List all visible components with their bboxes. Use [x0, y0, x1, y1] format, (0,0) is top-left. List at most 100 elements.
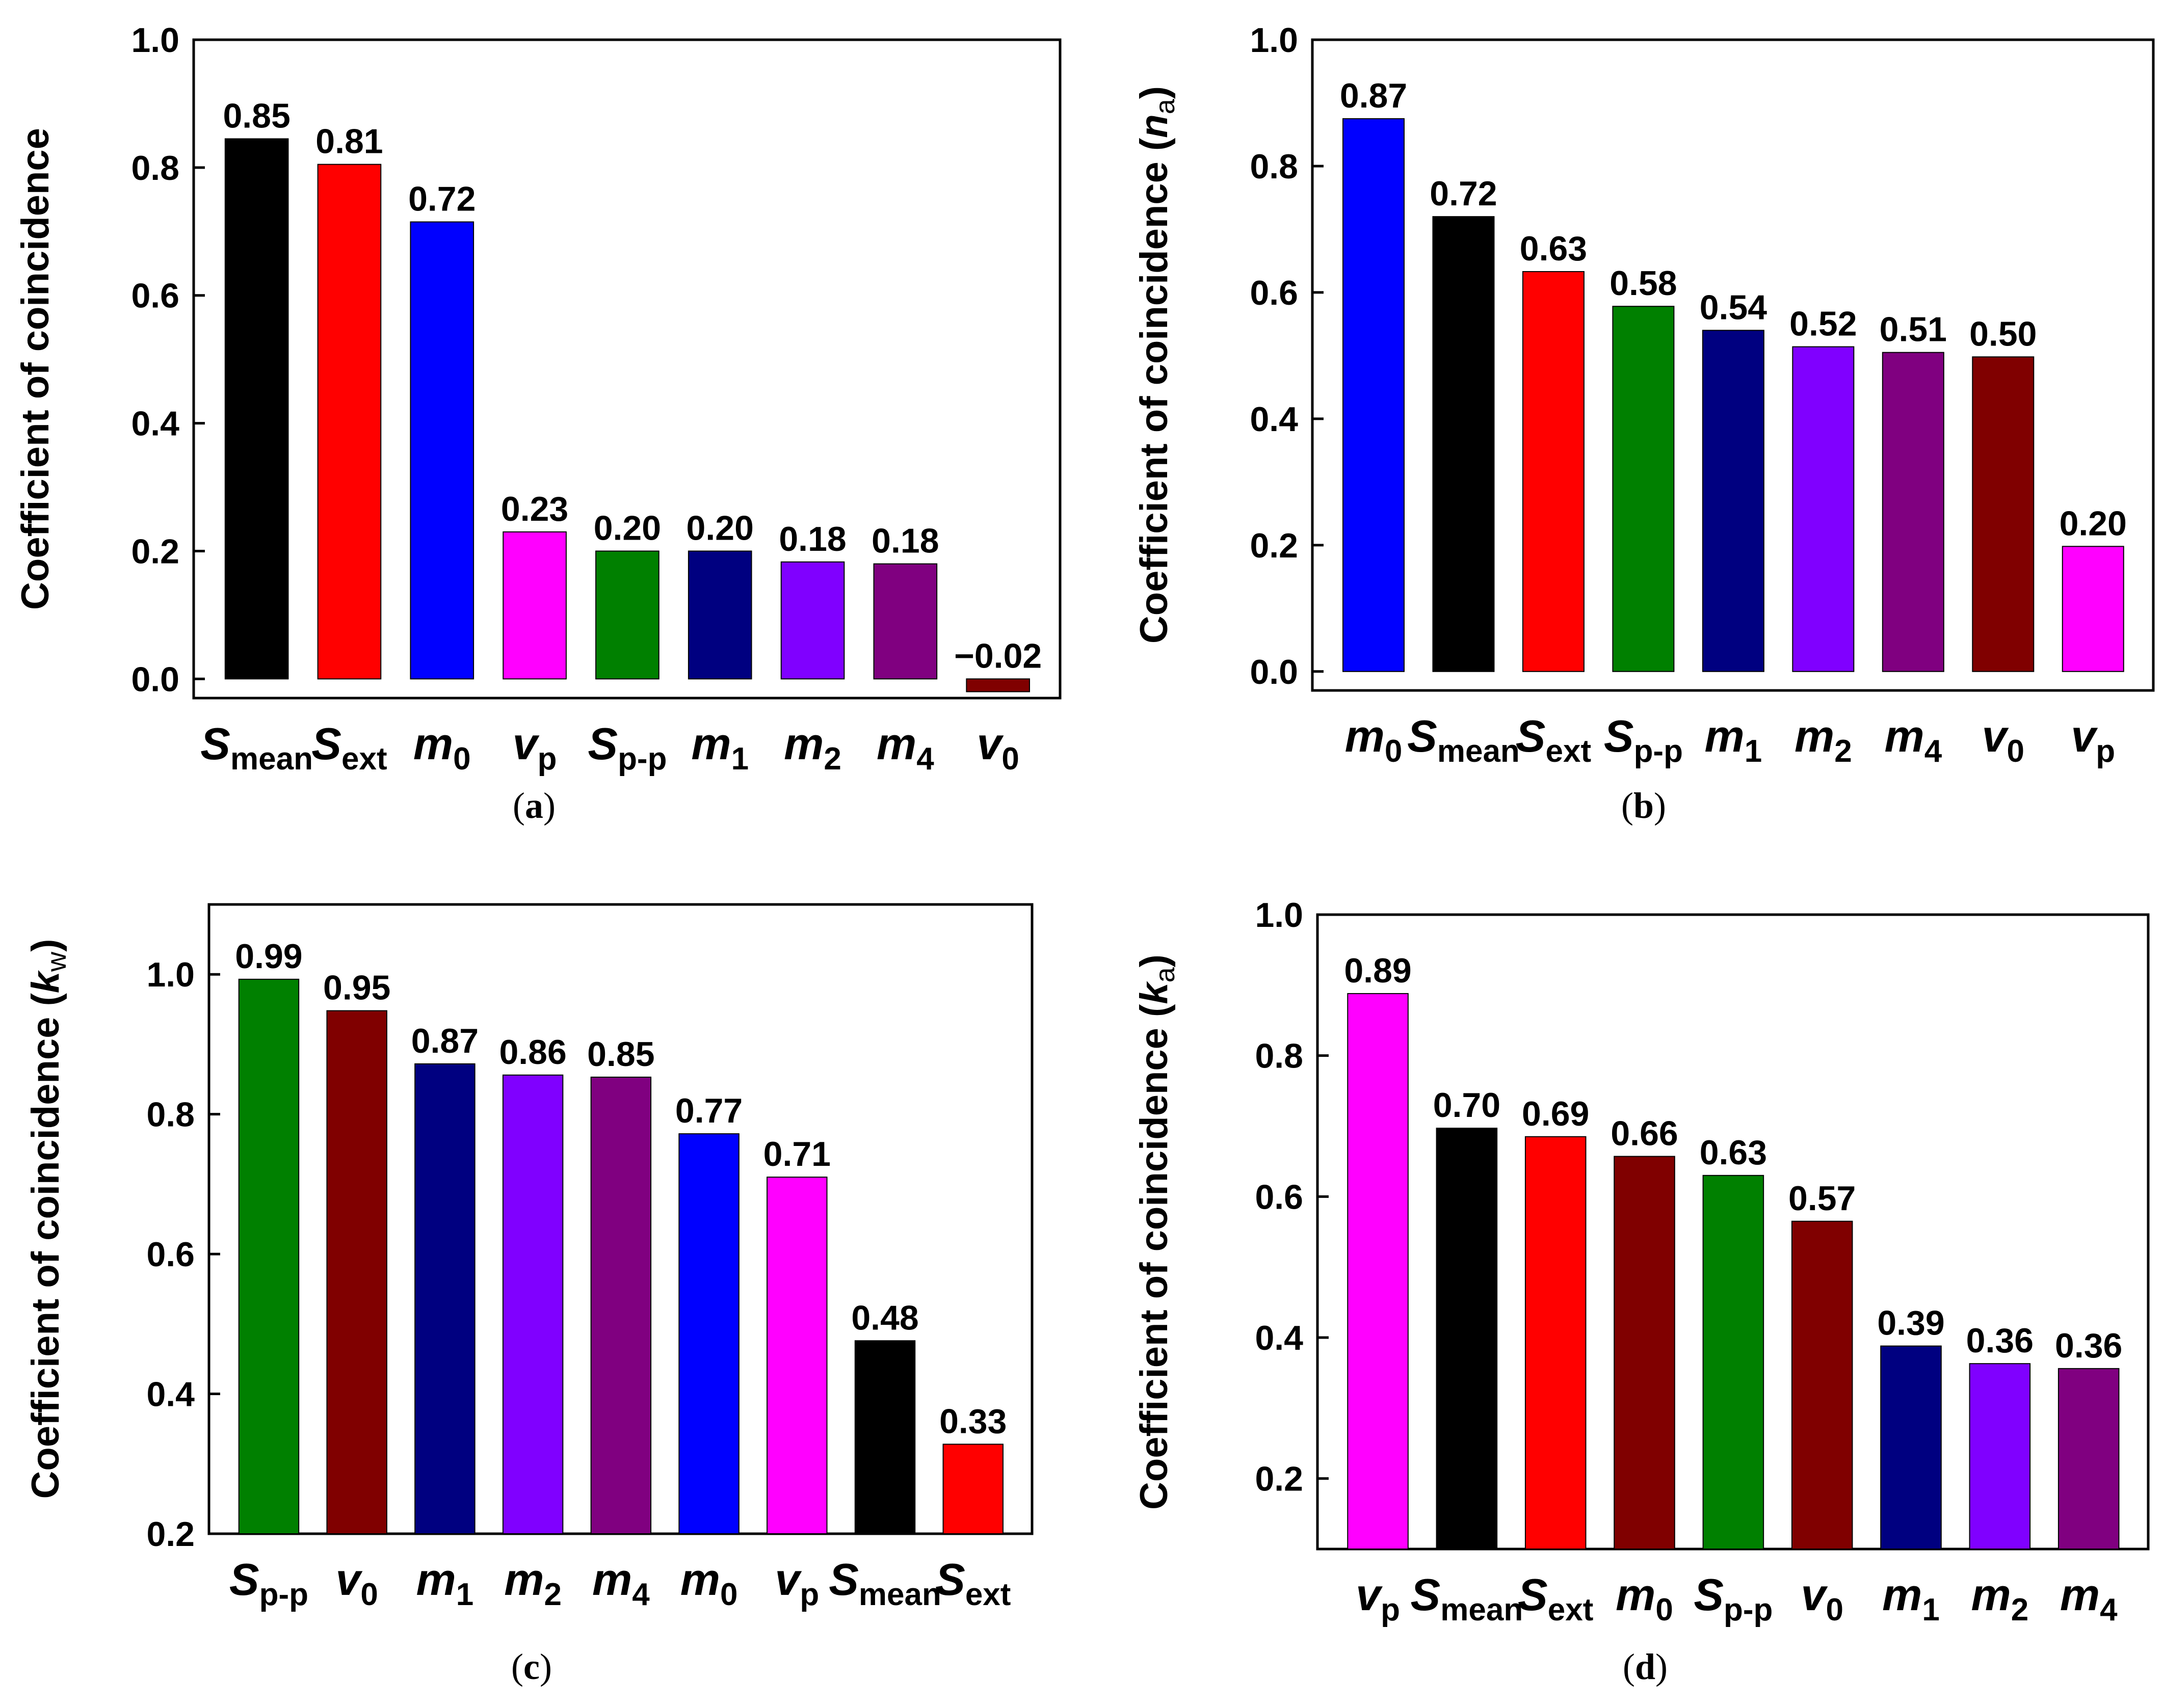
- data-label: 0.36: [1966, 1321, 2034, 1360]
- bar-m-0: [678, 1133, 740, 1534]
- bar-S-ext: [317, 164, 382, 680]
- data-label: 0.39: [1877, 1304, 1944, 1343]
- bar-m-1: [1880, 1345, 1942, 1550]
- x-tick-label: Sext: [1516, 711, 1591, 769]
- bar-v-p: [1347, 993, 1409, 1550]
- data-label: 0.20: [594, 509, 661, 547]
- x-tick-label: v0: [977, 718, 1019, 777]
- bar-S-mean: [1432, 216, 1495, 672]
- bar-m-2: [1969, 1363, 2031, 1550]
- data-label: 0.71: [763, 1135, 831, 1173]
- bar-v-p: [767, 1177, 828, 1535]
- x-tick-label: m1: [416, 1554, 474, 1612]
- x-tick-label: vp: [513, 718, 557, 777]
- y-axis-title: Coefficient of coincidence (ka): [1132, 954, 1180, 1510]
- data-label: 0.20: [2060, 504, 2127, 543]
- bar-S-mean: [854, 1340, 916, 1534]
- y-tick-label: 0.2: [131, 532, 179, 571]
- y-tick-label: 0.0: [131, 660, 179, 699]
- data-label: 0.52: [1789, 305, 1857, 343]
- data-label: 0.23: [501, 490, 568, 528]
- x-tick-label: Smean: [1411, 1569, 1523, 1627]
- data-label: 0.54: [1700, 288, 1767, 327]
- y-tick-label: 0.8: [1255, 1037, 1303, 1076]
- bar-m-0: [1342, 118, 1405, 672]
- x-tick-label: m2: [504, 1554, 562, 1612]
- x-tick-label: vp: [775, 1554, 819, 1612]
- y-tick-label: 0.6: [1250, 274, 1298, 312]
- x-tick-label: vp: [1356, 1569, 1400, 1627]
- x-tick-label: m0: [1345, 711, 1403, 769]
- data-label: 0.63: [1700, 1133, 1767, 1172]
- x-tick-label: m0: [680, 1554, 738, 1612]
- y-tick-label: 1.0: [1255, 896, 1303, 935]
- panel-caption: (a): [513, 785, 556, 826]
- bar-m-0: [410, 221, 474, 680]
- x-tick-label: Sp-p: [588, 718, 667, 777]
- y-axis-title: Coefficient of coincidence: [14, 128, 57, 610]
- y-tick-label: 0.8: [146, 1096, 195, 1134]
- y-tick-label: 0.4: [131, 405, 179, 443]
- x-tick-label: Smean: [1407, 711, 1520, 769]
- bar-v-0: [966, 678, 1031, 692]
- data-label: 0.20: [687, 509, 754, 547]
- data-label: 0.86: [499, 1033, 566, 1072]
- y-tick-label: 0.6: [1255, 1178, 1303, 1216]
- x-tick-label: v0: [1982, 711, 2024, 769]
- bar-S-p-p: [1612, 306, 1675, 672]
- y-tick-label: 1.0: [131, 21, 179, 60]
- bar-S-p-p: [238, 978, 300, 1534]
- y-axis-title: Coefficient of coincidence (kw): [24, 939, 72, 1499]
- y-tick-label: 0.4: [1255, 1319, 1303, 1357]
- y-tick-label: 0.4: [1250, 400, 1298, 439]
- data-label: 0.81: [315, 122, 383, 161]
- data-label: 0.85: [223, 96, 290, 135]
- chart-panel-a: 0.0 0.2 0.4 0.6 0.8 1.0 Coefficient of coincid…: [14, 21, 1062, 826]
- bar-m-2: [1792, 346, 1855, 672]
- data-label: 0.89: [1344, 951, 1411, 990]
- bar-S-p-p: [595, 550, 659, 680]
- x-tick-label: Sext: [935, 1554, 1011, 1612]
- data-label: 0.36: [2055, 1326, 2122, 1365]
- x-tick-label: vp: [2071, 711, 2115, 769]
- y-tick-label: 0.4: [146, 1375, 195, 1414]
- panel-caption: (b): [1621, 785, 1666, 826]
- x-tick-label: m4: [592, 1554, 650, 1612]
- bar-m-0: [1614, 1156, 1675, 1550]
- bar-S-mean: [1436, 1128, 1498, 1550]
- y-tick-label: 0.8: [131, 149, 179, 188]
- bar-S-ext: [942, 1444, 1004, 1534]
- data-label: 0.63: [1520, 229, 1587, 268]
- y-tick-label: 0.0: [1250, 653, 1298, 691]
- x-tick-label: m4: [877, 718, 934, 777]
- y-tick-label: 0.6: [146, 1235, 195, 1274]
- bar-m-2: [780, 561, 845, 680]
- data-label: 0.69: [1522, 1095, 1589, 1133]
- x-tick-label: m2: [1794, 711, 1852, 769]
- panel-caption: (d): [1623, 1646, 1668, 1687]
- x-tick-label: m1: [1882, 1569, 1940, 1627]
- data-label: 0.18: [872, 522, 939, 561]
- y-tick-label: 0.6: [131, 277, 179, 315]
- x-tick-label: v0: [335, 1554, 378, 1612]
- y-tick-label: 1.0: [146, 955, 195, 994]
- x-tick-label: m2: [1971, 1569, 2028, 1627]
- data-label: 0.18: [779, 520, 846, 558]
- data-label: 0.58: [1609, 264, 1677, 303]
- chart-panel-d: 0.2 0.4 0.6 0.8 1.0 Coefficient of coincidenc…: [1132, 896, 2150, 1687]
- x-tick-label: Sp-p: [1604, 711, 1683, 769]
- x-tick-label: Sp-p: [1694, 1569, 1773, 1627]
- bar-m-1: [414, 1063, 476, 1535]
- data-label: 0.77: [675, 1091, 743, 1130]
- y-tick-label: 0.2: [1250, 526, 1298, 565]
- y-tick-label: 0.2: [1255, 1460, 1303, 1499]
- bar-v-p: [503, 531, 567, 680]
- data-label: 0.87: [1340, 76, 1407, 115]
- x-tick-label: Sext: [311, 718, 387, 777]
- x-tick-label: v0: [1801, 1569, 1843, 1627]
- x-tick-label: m0: [413, 718, 471, 777]
- data-label: 0.66: [1611, 1114, 1678, 1153]
- plot-frame: [192, 38, 1062, 700]
- y-tick-label: 0.2: [146, 1515, 195, 1554]
